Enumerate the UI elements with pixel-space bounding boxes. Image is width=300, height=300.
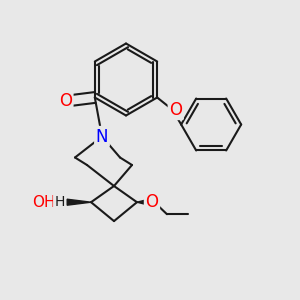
Text: H: H — [55, 195, 65, 209]
Text: OH: OH — [32, 195, 56, 210]
Text: O: O — [59, 92, 72, 110]
Text: O: O — [169, 100, 182, 118]
Text: N: N — [96, 128, 108, 146]
Polygon shape — [67, 199, 91, 205]
Polygon shape — [137, 199, 149, 205]
Text: O: O — [146, 193, 158, 211]
